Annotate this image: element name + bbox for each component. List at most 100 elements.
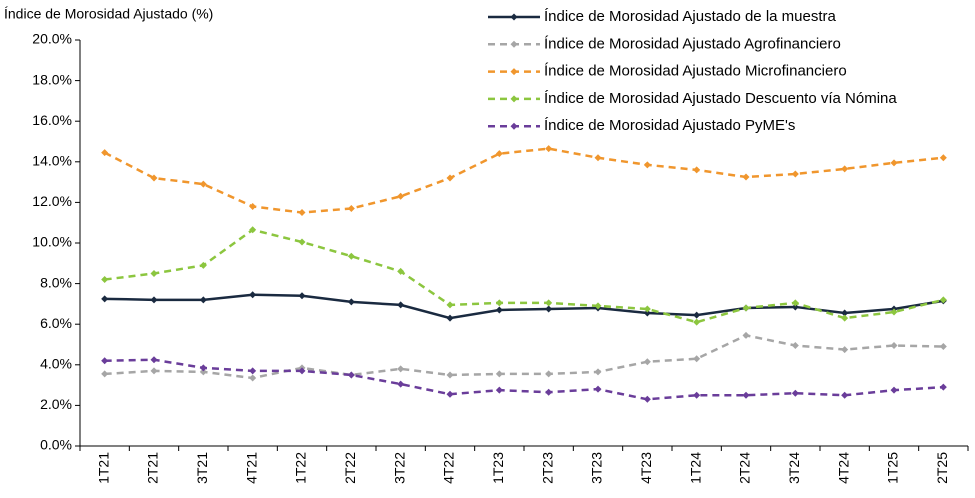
point-marker xyxy=(693,311,701,319)
point-marker xyxy=(199,180,207,188)
point-marker xyxy=(249,291,257,299)
point-marker xyxy=(495,370,503,378)
x-tick-label: 1T22 xyxy=(293,452,309,484)
point-marker xyxy=(545,370,553,378)
legend-marker xyxy=(510,122,518,130)
point-marker xyxy=(545,145,553,153)
point-marker xyxy=(495,299,503,307)
point-marker xyxy=(150,296,158,304)
point-marker xyxy=(643,309,651,317)
point-marker xyxy=(495,306,503,314)
y-tick-label: 20.0% xyxy=(32,31,72,47)
point-marker xyxy=(791,170,799,178)
point-marker xyxy=(791,389,799,397)
y-tick-label: 8.0% xyxy=(40,274,72,290)
x-tick-label: 4T24 xyxy=(835,452,851,484)
series-line xyxy=(104,228,944,324)
point-marker xyxy=(939,383,947,391)
point-marker xyxy=(890,308,898,316)
point-marker xyxy=(397,267,405,275)
point-marker xyxy=(841,314,849,322)
y-tick-label: 16.0% xyxy=(32,112,72,128)
series-line xyxy=(104,147,944,214)
point-marker xyxy=(199,261,207,269)
legend-label: Índice de Morosidad Ajustado Descuento v… xyxy=(544,90,897,107)
point-marker xyxy=(150,367,158,375)
point-marker xyxy=(693,166,701,174)
point-marker xyxy=(841,309,849,317)
point-marker xyxy=(643,305,651,313)
legend-marker xyxy=(510,68,518,76)
x-tick-label: 1T23 xyxy=(490,452,506,484)
point-marker xyxy=(446,390,454,398)
y-tick-label: 14.0% xyxy=(32,153,72,169)
x-tick-label: 1T25 xyxy=(885,452,901,484)
point-marker xyxy=(249,374,257,382)
point-marker xyxy=(643,395,651,403)
point-marker xyxy=(791,342,799,350)
point-marker xyxy=(939,154,947,162)
legend-marker xyxy=(510,40,518,48)
point-marker xyxy=(939,343,947,351)
point-marker xyxy=(791,303,799,311)
point-marker xyxy=(495,150,503,158)
point-marker xyxy=(693,391,701,399)
y-tick-label: 4.0% xyxy=(40,356,72,372)
point-marker xyxy=(446,174,454,182)
x-tick-label: 4T22 xyxy=(441,452,457,484)
x-tick-label: 4T21 xyxy=(243,452,259,484)
y-tick-label: 12.0% xyxy=(32,193,72,209)
series-line xyxy=(104,334,944,380)
point-marker xyxy=(742,173,750,181)
point-marker xyxy=(347,298,355,306)
legend-marker xyxy=(510,95,518,103)
point-marker xyxy=(841,165,849,173)
point-marker xyxy=(594,385,602,393)
x-tick-label: 2T25 xyxy=(934,452,950,484)
x-tick-label: 3T24 xyxy=(786,452,802,484)
y-tick-label: 2.0% xyxy=(40,396,72,412)
point-marker xyxy=(249,367,257,375)
legend-label: Índice de Morosidad Ajustado PyME's xyxy=(544,117,795,134)
point-marker xyxy=(545,299,553,307)
point-marker xyxy=(199,364,207,372)
x-tick-label: 3T23 xyxy=(589,452,605,484)
chart-title: Índice de Morosidad Ajustado (%) xyxy=(4,6,213,22)
point-marker xyxy=(199,296,207,304)
point-marker xyxy=(150,269,158,277)
point-marker xyxy=(347,204,355,212)
point-marker xyxy=(742,331,750,339)
point-marker xyxy=(298,367,306,375)
x-tick-label: 1T21 xyxy=(95,452,111,484)
point-marker xyxy=(890,386,898,394)
series-line xyxy=(104,358,944,401)
point-marker xyxy=(101,295,109,303)
point-marker xyxy=(347,371,355,379)
point-marker xyxy=(545,388,553,396)
point-marker xyxy=(742,391,750,399)
point-marker xyxy=(594,154,602,162)
x-tick-label: 2T21 xyxy=(145,452,161,484)
point-marker xyxy=(101,276,109,284)
point-marker xyxy=(249,202,257,210)
point-marker xyxy=(495,386,503,394)
point-marker xyxy=(742,304,750,312)
point-marker xyxy=(693,318,701,326)
point-marker xyxy=(397,365,405,373)
point-marker xyxy=(298,209,306,217)
legend-marker xyxy=(510,13,518,21)
y-tick-label: 10.0% xyxy=(32,234,72,250)
point-marker xyxy=(298,238,306,246)
point-marker xyxy=(594,368,602,376)
x-tick-label: 4T23 xyxy=(638,452,654,484)
point-marker xyxy=(150,174,158,182)
point-marker xyxy=(249,226,257,234)
point-marker xyxy=(150,356,158,364)
x-tick-label: 1T24 xyxy=(687,452,703,484)
point-marker xyxy=(594,302,602,310)
x-tick-label: 2T23 xyxy=(539,452,555,484)
point-marker xyxy=(101,370,109,378)
point-marker xyxy=(939,296,947,304)
point-marker xyxy=(791,299,799,307)
